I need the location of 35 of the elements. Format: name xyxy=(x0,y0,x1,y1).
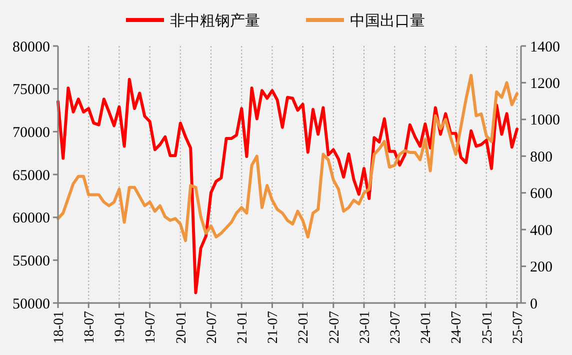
line-series xyxy=(56,78,518,294)
line-series xyxy=(56,74,518,242)
y-tick-label: 55000 xyxy=(12,253,50,270)
y2-tick-label: 200 xyxy=(530,260,552,276)
x-tick-label: 18-01 xyxy=(52,311,67,344)
x-tick-label: 24-01 xyxy=(419,311,434,344)
y-tick-label: 60000 xyxy=(12,210,50,227)
y-tick-label: 80000 xyxy=(12,39,50,56)
x-tick-label: 24-07 xyxy=(450,311,465,344)
y-tick-label: 50000 xyxy=(12,296,50,312)
y2-tick-label: 1200 xyxy=(530,76,560,92)
x-tick-label: 25-01 xyxy=(480,311,496,344)
legend-label: 中国出口量 xyxy=(350,11,425,30)
y2-tick-label: 1000 xyxy=(530,112,560,129)
x-tick-label: 20-01 xyxy=(174,311,190,344)
legend-label: 非中粗钢产量 xyxy=(170,11,260,30)
y-tick-label: 70000 xyxy=(12,124,50,141)
y2-tick-label: 600 xyxy=(530,186,552,202)
y2-tick-label: 1400 xyxy=(530,39,560,56)
y2-tick-label: 0 xyxy=(530,296,538,312)
y2-tick-label: 400 xyxy=(530,222,552,239)
x-tick-label: 19-07 xyxy=(144,311,159,344)
x-tick-label: 19-01 xyxy=(113,311,128,344)
x-tick-label: 22-01 xyxy=(296,311,312,344)
y2-tick-label: 800 xyxy=(530,149,552,166)
x-tick-label: 23-01 xyxy=(358,311,373,344)
x-tick-label: 22-07 xyxy=(327,311,342,344)
y-tick-label: 75000 xyxy=(12,82,50,98)
y-tick-label: 65000 xyxy=(12,168,50,184)
x-tick-label: 18-07 xyxy=(82,311,98,344)
x-tick-label: 21-07 xyxy=(266,311,282,344)
x-tick-label: 21-01 xyxy=(236,311,250,344)
x-tick-label: 20-07 xyxy=(204,311,220,344)
x-tick-label: 25-07 xyxy=(510,311,526,344)
x-tick-label: 23-07 xyxy=(388,311,404,344)
